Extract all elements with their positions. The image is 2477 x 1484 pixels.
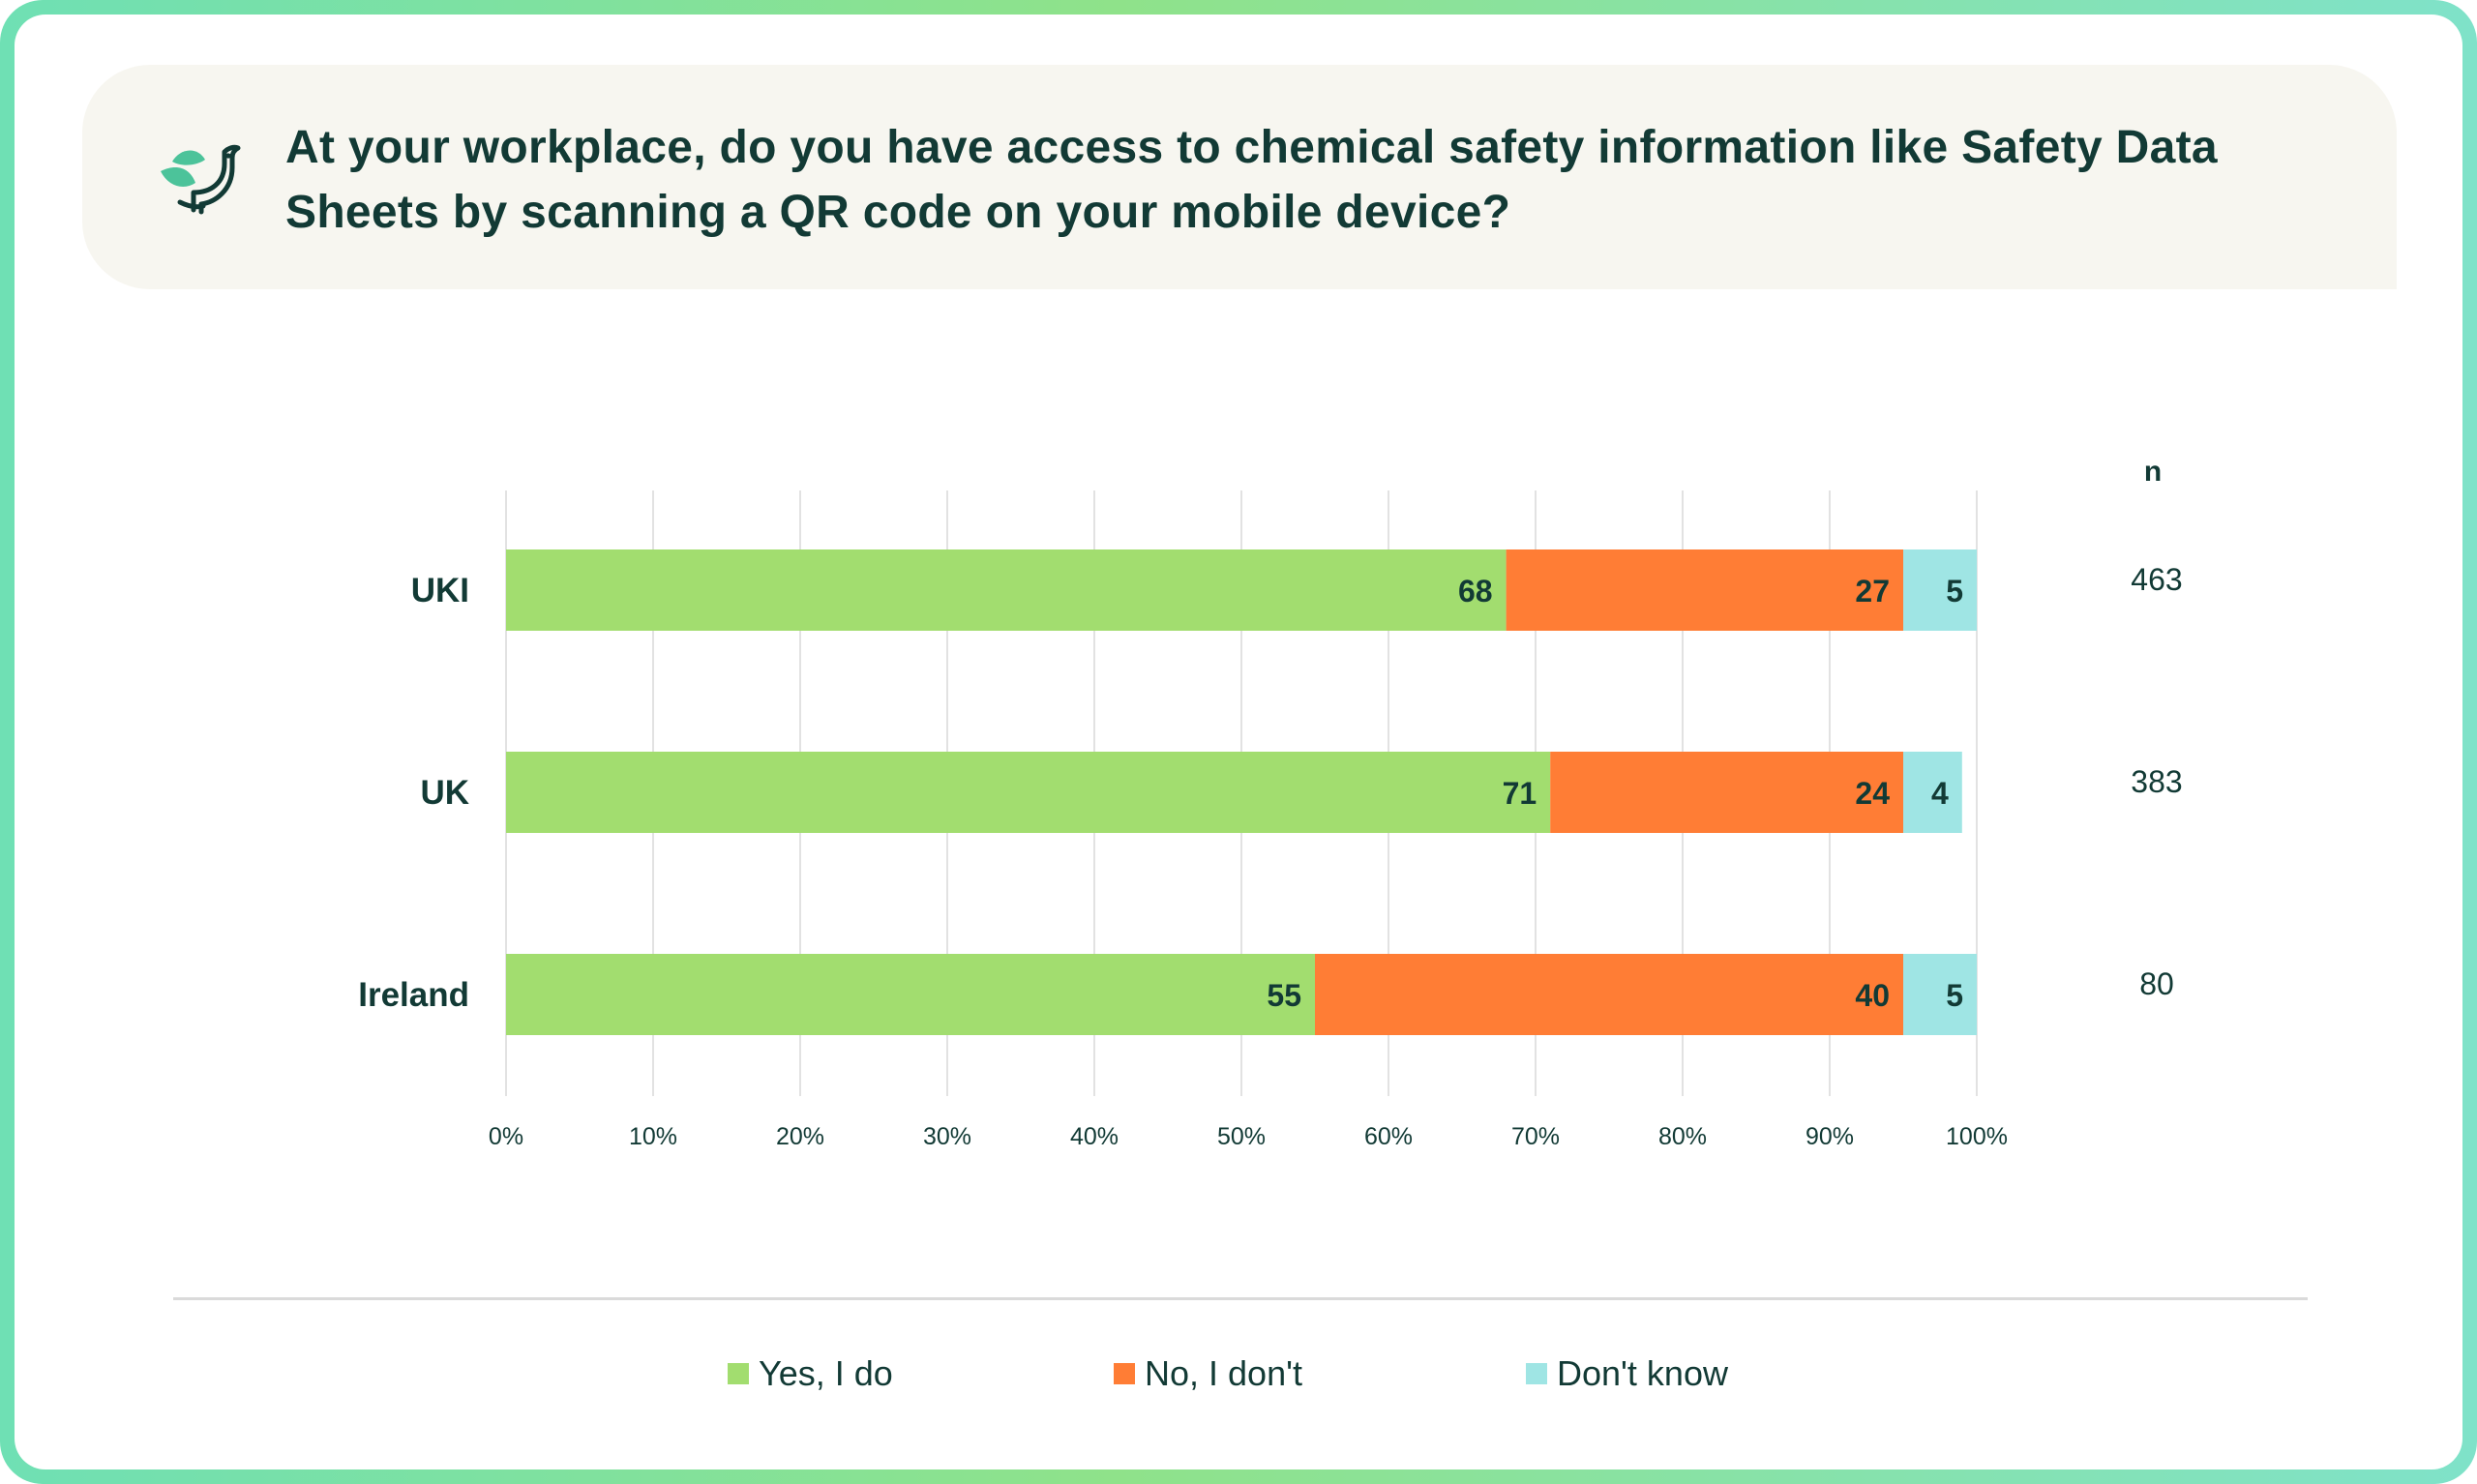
legend-swatch-yes xyxy=(728,1363,749,1384)
n-value: 463 xyxy=(2131,562,2182,597)
x-tick-label: 100% xyxy=(1946,1123,2008,1150)
bar-segment-yes xyxy=(506,752,1551,833)
data-label-dont-know: 5 xyxy=(1946,978,1963,1013)
x-tick-label: 20% xyxy=(776,1123,824,1150)
bar-segment-dont-know xyxy=(1903,549,1977,631)
x-tick-label: 40% xyxy=(1070,1123,1119,1150)
data-label-dont-know: 5 xyxy=(1946,574,1963,608)
category-label: UK xyxy=(420,774,469,812)
legend-divider xyxy=(173,1297,2308,1300)
data-label-yes: 71 xyxy=(1503,776,1537,811)
x-tick-label: 60% xyxy=(1364,1123,1413,1150)
legend-item-yes: Yes, I do xyxy=(728,1353,893,1394)
x-tick-label: 70% xyxy=(1511,1123,1560,1150)
legend-label-dont-know: Don't know xyxy=(1557,1353,1728,1393)
card: At your workplace, do you have access to… xyxy=(15,15,2462,1469)
x-tick-label: 80% xyxy=(1658,1123,1707,1150)
question-header: At your workplace, do you have access to… xyxy=(82,65,2397,289)
legend: Yes, I do No, I don't Don't know xyxy=(15,1353,2462,1411)
x-tick-label: 0% xyxy=(489,1123,523,1150)
x-tick-label: 30% xyxy=(923,1123,971,1150)
data-label-yes: 55 xyxy=(1267,978,1301,1013)
category-label: UKI xyxy=(411,572,469,609)
data-label-no: 24 xyxy=(1855,776,1890,811)
x-tick-label: 90% xyxy=(1806,1123,1854,1150)
bar-segment-no xyxy=(1506,549,1903,631)
n-value: 80 xyxy=(2139,966,2174,1001)
bar-segment-dont-know xyxy=(1903,752,1962,833)
x-tick-label: 50% xyxy=(1217,1123,1266,1150)
data-label-yes: 68 xyxy=(1458,574,1493,608)
stacked-bar-chart: 0% 10% 20% 30% 40% 50% 60% 70% 80% 90% 100% UKI 68 27… xyxy=(358,456,2182,1150)
data-label-no: 40 xyxy=(1855,978,1890,1013)
x-tick-label: 10% xyxy=(629,1123,677,1150)
legend-label-no: No, I don't xyxy=(1145,1353,1302,1393)
data-label-no: 27 xyxy=(1855,574,1890,608)
bar-segment-no xyxy=(1550,752,1903,833)
bar-segment-dont-know xyxy=(1903,954,1977,1035)
legend-item-no: No, I don't xyxy=(1114,1353,1302,1394)
legend-label-yes: Yes, I do xyxy=(759,1353,893,1393)
legend-swatch-dont-know xyxy=(1526,1363,1547,1384)
legend-swatch-no xyxy=(1114,1363,1135,1384)
category-label: Ireland xyxy=(358,976,469,1014)
data-label-dont-know: 4 xyxy=(1931,776,1949,811)
bar-segment-no xyxy=(1315,954,1903,1035)
page-title: At your workplace, do you have access to… xyxy=(285,122,2218,238)
bird-leaf-icon xyxy=(161,144,241,215)
bar-segment-yes xyxy=(506,549,1507,631)
n-header: n xyxy=(2144,456,2162,488)
bar-segment-yes xyxy=(506,954,1315,1035)
n-value: 383 xyxy=(2131,764,2182,799)
legend-item-dont-know: Don't know xyxy=(1526,1353,1728,1394)
